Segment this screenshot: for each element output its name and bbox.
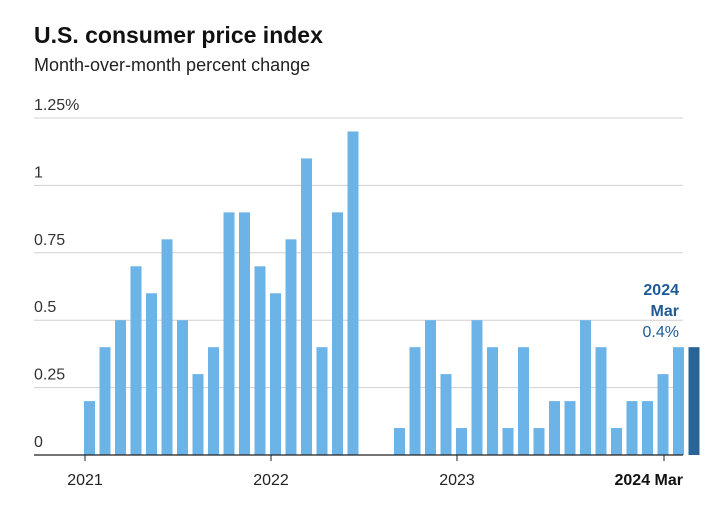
bar <box>409 347 421 455</box>
bar <box>502 428 514 455</box>
annotation-year: 2024 <box>643 282 679 299</box>
bar <box>394 428 405 455</box>
bar <box>611 428 622 455</box>
x-tick-label: 2024 Mar <box>615 472 684 489</box>
bar <box>580 320 591 455</box>
y-tick-label: 0.25 <box>34 367 65 384</box>
bar <box>316 347 328 455</box>
bar <box>657 374 669 455</box>
bar <box>564 401 576 455</box>
bar <box>115 320 126 455</box>
bar <box>270 293 281 455</box>
bar <box>332 212 343 455</box>
bar <box>99 347 111 455</box>
bar <box>130 266 142 455</box>
bar <box>239 212 250 455</box>
y-tick-label: 0.75 <box>34 232 65 249</box>
bar <box>84 401 95 455</box>
bar <box>688 347 700 455</box>
y-tick-label: 0.5 <box>34 299 56 316</box>
y-tick-label: 1 <box>34 164 43 181</box>
bar <box>254 266 266 455</box>
bar <box>440 374 452 455</box>
x-tick-label: 2021 <box>67 472 103 489</box>
bar <box>425 320 436 455</box>
x-tick-label: 2023 <box>439 472 475 489</box>
chart-title: U.S. consumer price index <box>34 22 323 48</box>
bar <box>285 239 297 455</box>
bar <box>177 320 188 455</box>
bar <box>161 239 173 455</box>
bar <box>208 347 219 455</box>
bar <box>301 158 312 455</box>
bar <box>595 347 607 455</box>
bar <box>642 401 653 455</box>
annotation-value: 0.4% <box>643 324 679 341</box>
bar <box>673 347 684 455</box>
bar <box>471 320 483 455</box>
bar <box>549 401 560 455</box>
bar <box>192 374 204 455</box>
bar <box>223 212 235 455</box>
y-tick-label: 1.25% <box>34 97 79 114</box>
annotation-month: Mar <box>651 303 679 320</box>
bar <box>487 347 498 455</box>
bar <box>347 131 359 456</box>
chart-subtitle: Month-over-month percent change <box>34 55 311 75</box>
bar <box>626 401 638 455</box>
y-tick-label: 0 <box>34 434 43 451</box>
bar <box>456 428 467 455</box>
bar <box>518 347 529 455</box>
bar <box>146 293 157 455</box>
bar <box>533 428 545 455</box>
x-tick-label: 2022 <box>253 472 289 489</box>
